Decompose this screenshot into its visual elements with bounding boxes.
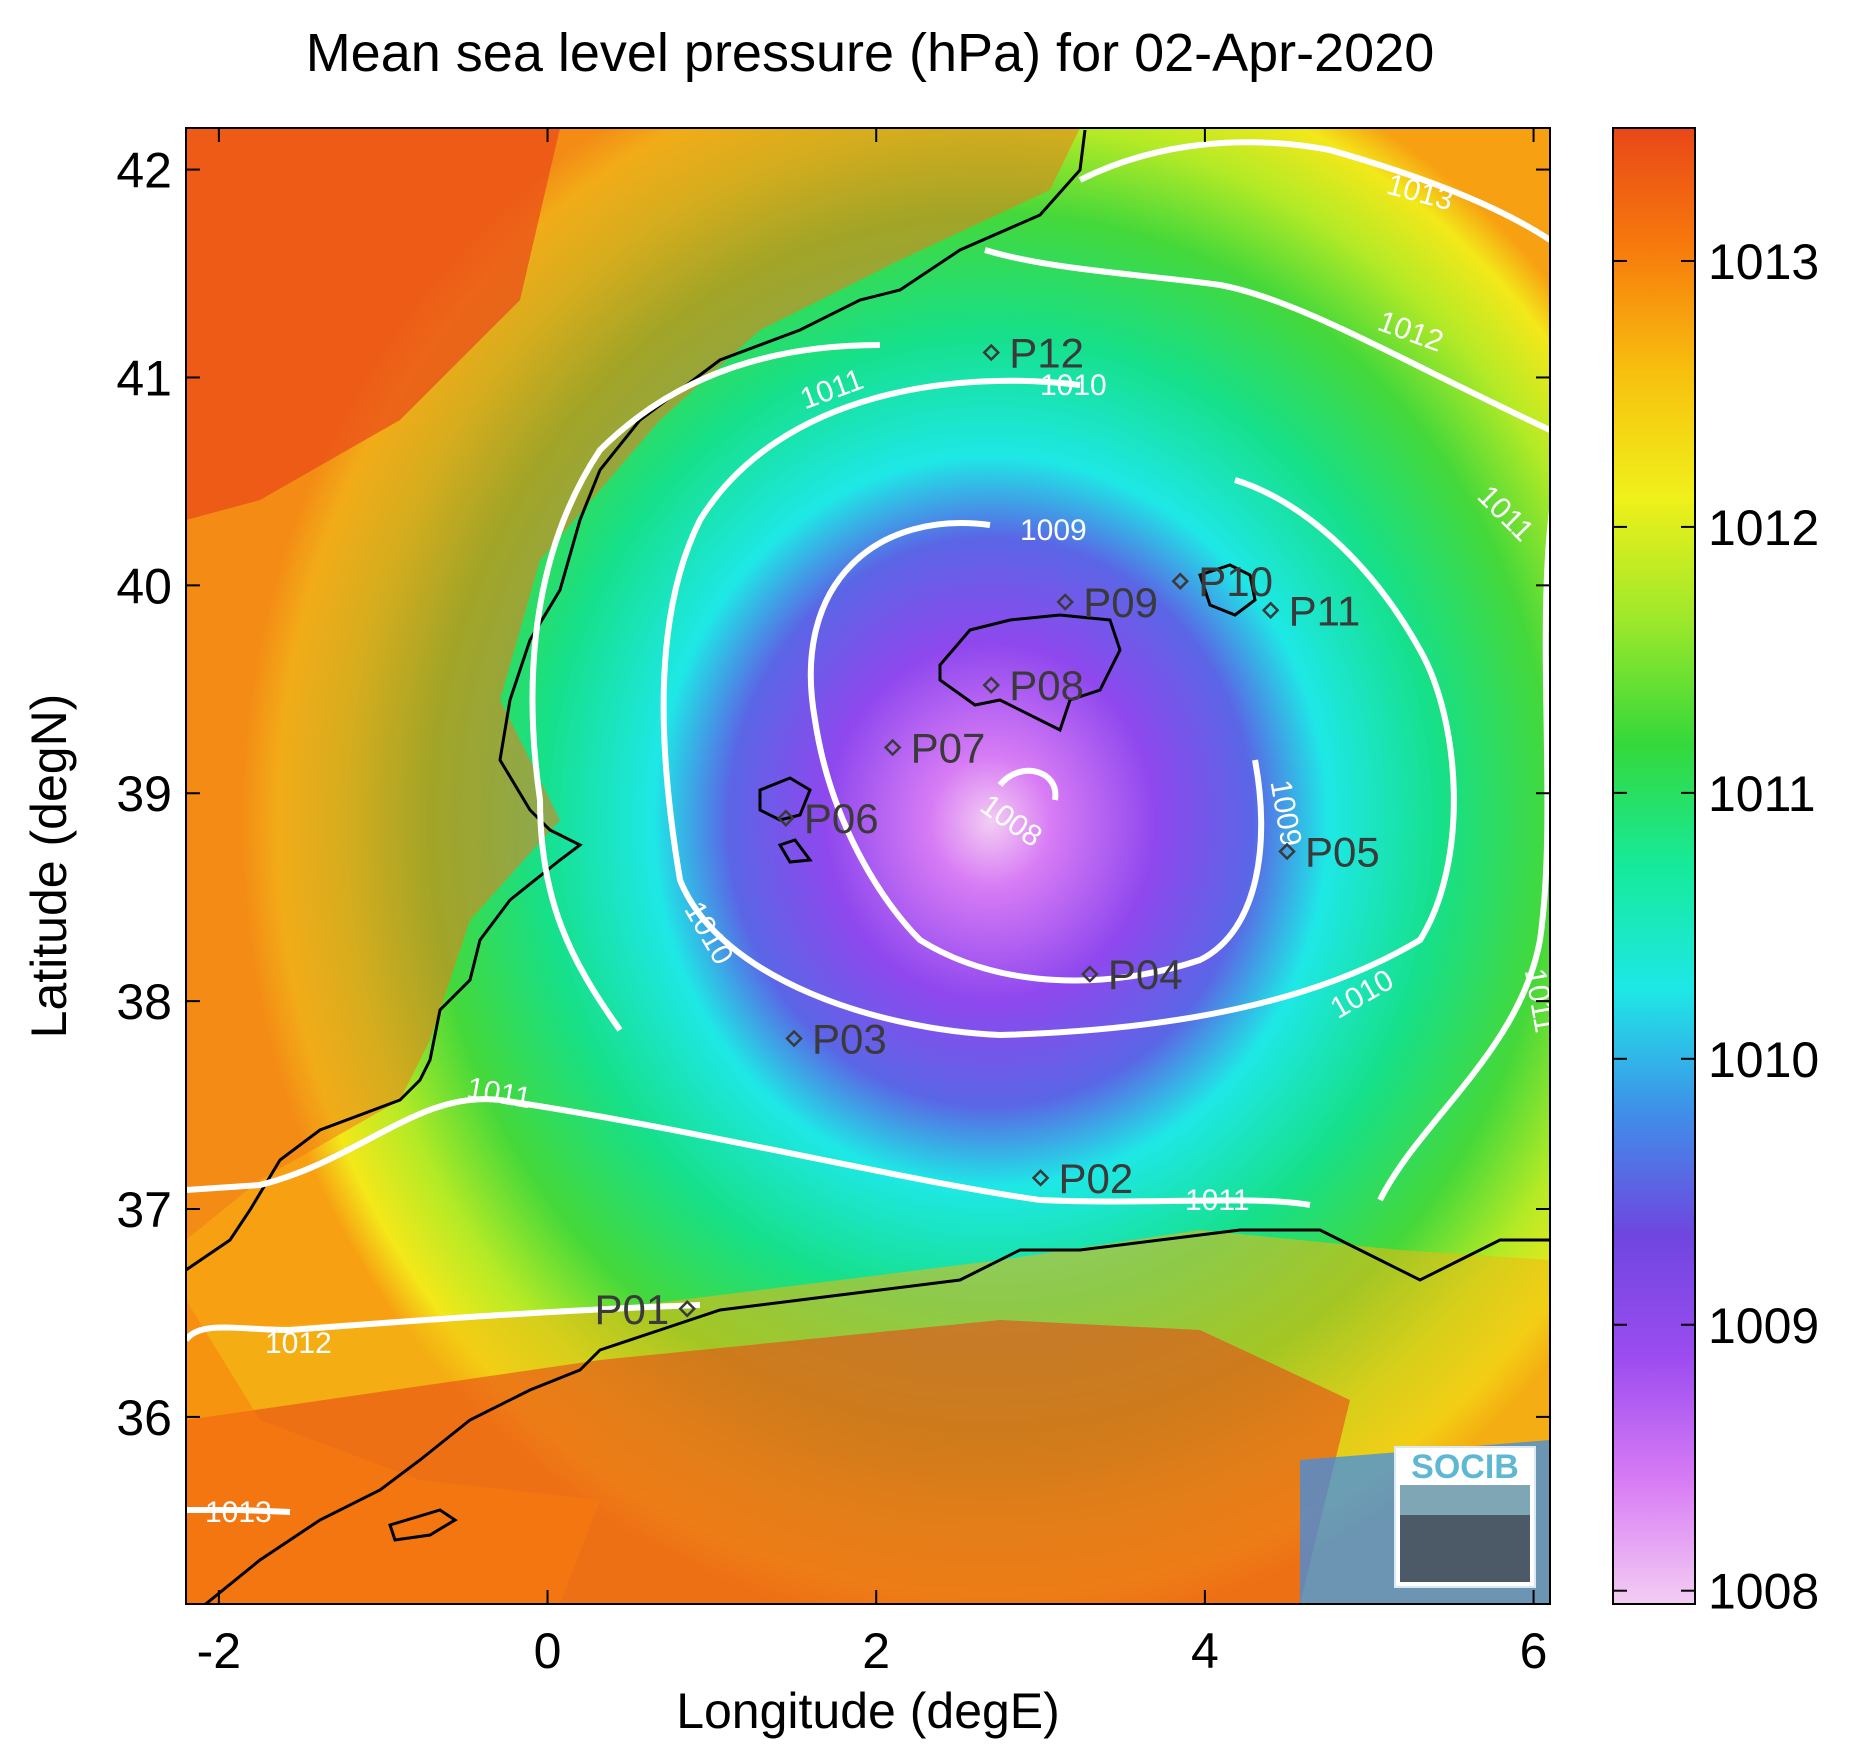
x-axis: -2 0 2 4 6 — [197, 128, 1548, 1679]
colorbar — [1612, 127, 1696, 1605]
station-marker — [883, 738, 902, 757]
contour-lines — [186, 139, 1550, 1515]
station-label: P08 — [1009, 662, 1084, 709]
socib-logo: SOCIB — [1394, 1446, 1536, 1588]
station-label: P02 — [1059, 1155, 1134, 1202]
logo-text: SOCIB — [1411, 1448, 1519, 1486]
chart-title: Mean sea level pressure (hPa) for 02-Apr… — [305, 23, 1435, 83]
station-label: P06 — [804, 795, 879, 842]
station-marker — [1278, 842, 1296, 861]
station-marker — [777, 809, 795, 827]
x-axis-label: Longitude (degE) — [676, 1683, 1060, 1739]
contour-label-1013-south: 1013 — [205, 1496, 272, 1529]
coastlines — [186, 129, 1550, 1604]
x-tick-label: 2 — [862, 1623, 890, 1679]
y-tick-label: 42 — [116, 143, 172, 199]
x-tick-label: 0 — [534, 1623, 562, 1679]
station-marker — [982, 343, 1001, 362]
contour-label-1011-south: 1011 — [1185, 1184, 1250, 1217]
y-axis-label: Latitude (degN) — [21, 694, 77, 1039]
colorbar-tick-label: 1008 — [1708, 1564, 1819, 1620]
station-label: P10 — [1198, 558, 1273, 605]
colorbar-tick-label: 1011 — [1708, 766, 1816, 822]
station-label: P01 — [594, 1286, 669, 1333]
station-marker — [1261, 601, 1280, 620]
station-marker — [1031, 1169, 1050, 1187]
x-tick-label: 6 — [1520, 1623, 1548, 1679]
station-label: P09 — [1083, 579, 1158, 626]
y-tick-label: 41 — [116, 350, 172, 406]
contour-label-1009: 1009 — [1020, 514, 1087, 547]
y-tick-label: 39 — [116, 766, 172, 822]
station-marker — [1171, 572, 1190, 590]
y-tick-label: 38 — [116, 974, 172, 1030]
colorbar-ticks: 1008 1009 1010 1011 1012 1013 — [1613, 234, 1819, 1620]
colorbar-tick-label: 1013 — [1708, 234, 1819, 290]
y-tick-label: 40 — [116, 558, 172, 614]
station-label: P07 — [911, 725, 986, 772]
x-tick-label: 4 — [1191, 1623, 1219, 1679]
station-label: P04 — [1108, 951, 1183, 998]
station-label: P12 — [1009, 330, 1084, 377]
station-marker — [785, 1029, 803, 1048]
x-tick-label: -2 — [197, 1623, 241, 1679]
station-label: P05 — [1305, 828, 1380, 875]
station-label: P11 — [1289, 587, 1361, 634]
contour-label-1010: 1010 — [1040, 369, 1107, 402]
station-marker — [982, 676, 1001, 694]
station-markers: P01 P02 P03 P04 P05 P06 P07 P08 P09 P10 P11 P12 — [594, 330, 1379, 1333]
y-tick-label: 37 — [116, 1182, 172, 1238]
station-marker — [1056, 593, 1074, 611]
station-marker — [678, 1300, 696, 1318]
plot-frame — [185, 127, 1551, 1605]
y-axis: 36 37 38 39 40 41 42 — [116, 143, 1550, 1446]
colorbar-tick-label: 1012 — [1708, 500, 1819, 556]
colorbar-tick-label: 1010 — [1708, 1032, 1819, 1088]
y-tick-label: 36 — [116, 1390, 172, 1446]
colorbar-tick-label: 1009 — [1708, 1298, 1819, 1354]
station-label: P03 — [812, 1016, 887, 1063]
contour-label-1012-south: 1012 — [265, 1327, 332, 1360]
station-marker — [1081, 965, 1099, 983]
